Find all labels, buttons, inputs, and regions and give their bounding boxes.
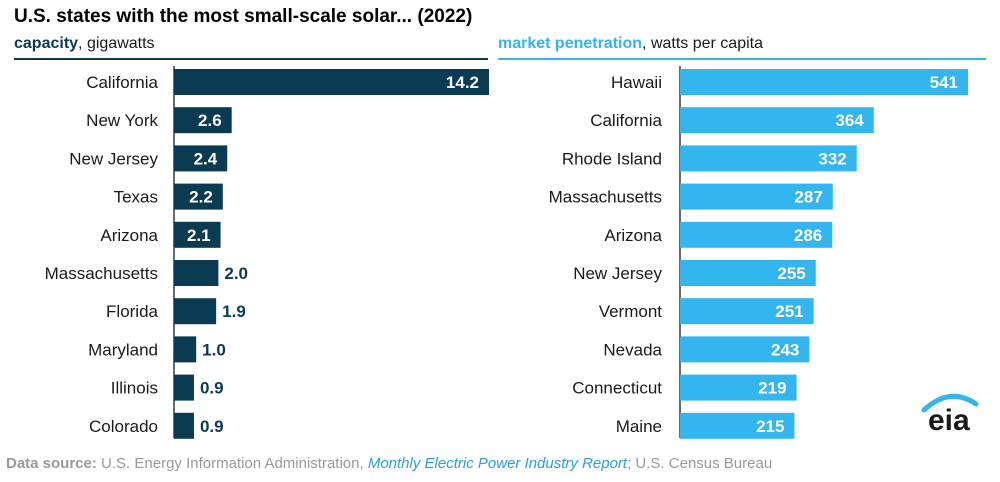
left-bar (174, 260, 219, 286)
right-bar (680, 221, 833, 248)
right-category-label: Massachusetts (549, 188, 662, 207)
left-value-label: 2.1 (187, 226, 211, 245)
left-value-label: 2.0 (224, 264, 248, 283)
data-source-report: Monthly Electric Power Industry Report (367, 455, 628, 472)
right-value-label: 541 (930, 73, 958, 92)
left-panel-header: capacity, gigawatts (14, 35, 155, 53)
right-bar (680, 336, 810, 363)
left-category-label: Texas (114, 188, 158, 207)
right-bar (680, 145, 857, 172)
bar-charts: California 14.2 New York 2.6 New Jersey 2.4 Te… (45, 66, 968, 439)
eia-logo-text: eia (928, 404, 970, 437)
right-bar (680, 298, 814, 325)
right-category-label: Connecticut (572, 379, 662, 398)
right-bar (680, 374, 797, 401)
left-bar (174, 183, 223, 210)
left-value-label: 2.6 (198, 111, 222, 130)
right-value-label: 287 (794, 188, 822, 207)
data-source-text-2: ; U.S. Census Bureau (627, 455, 773, 472)
left-category-label: California (86, 73, 158, 92)
left-value-label: 2.4 (194, 149, 218, 168)
left-value-label: 0.9 (200, 379, 224, 398)
left-bar (174, 221, 221, 248)
right-value-label: 286 (794, 226, 822, 245)
right-panel-rule (498, 58, 986, 60)
right-value-label: 243 (771, 340, 799, 359)
right-category-label: New Jersey (573, 264, 662, 283)
left-category-label: Arizona (100, 226, 158, 245)
right-bar (680, 69, 968, 95)
left-value-label: 0.9 (200, 417, 224, 436)
eia-logo-arc-icon (921, 393, 979, 413)
right-category-label: Vermont (599, 302, 663, 321)
right-category-label: Nevada (603, 340, 662, 359)
left-value-label: 14.2 (446, 73, 479, 92)
data-source-text-1: U.S. Energy Information Administration, (96, 455, 368, 472)
right-category-label: Maine (616, 417, 662, 436)
left-panel-rule (14, 58, 488, 60)
right-bar (680, 260, 816, 286)
right-panel-header: market penetration, watts per capita (498, 35, 763, 53)
data-source-label: Data source: (6, 455, 97, 472)
left-bar (174, 298, 217, 325)
left-bar (174, 412, 194, 439)
right-category-label: Rhode Island (562, 149, 662, 168)
right-category-label: Arizona (604, 226, 662, 245)
right-bar (680, 183, 833, 210)
left-bar (174, 69, 489, 95)
left-category-label: Maryland (88, 340, 158, 359)
data-source: Data source: U.S. Energy Information Adm… (6, 455, 772, 472)
left-bar (174, 336, 197, 363)
right-value-label: 215 (756, 417, 784, 436)
left-category-label: New York (86, 111, 158, 130)
left-value-label: 2.2 (189, 188, 213, 207)
left-bar (174, 107, 232, 134)
left-category-label: Massachusetts (45, 264, 158, 283)
right-value-label: 332 (818, 149, 846, 168)
left-panel-header-rest: , gigawatts (78, 35, 155, 52)
left-value-label: 1.0 (202, 340, 226, 359)
right-value-label: 251 (775, 302, 803, 321)
left-category-label: Illinois (111, 379, 158, 398)
right-bar (680, 107, 874, 134)
right-panel-header-rest: , watts per capita (642, 35, 763, 52)
chart-title: U.S. states with the most small-scale so… (14, 6, 473, 27)
right-panel-header-strong: market penetration (498, 35, 643, 52)
right-category-label: Hawaii (611, 73, 662, 92)
right-bar (680, 412, 795, 439)
left-bar (174, 145, 228, 172)
left-category-label: Colorado (89, 417, 158, 436)
left-category-label: New Jersey (69, 149, 158, 168)
right-value-label: 364 (835, 111, 864, 130)
left-panel-header-strong: capacity (14, 35, 79, 52)
left-bar (174, 374, 194, 401)
eia-logo: eia (914, 390, 986, 446)
right-value-label: 219 (758, 379, 786, 398)
left-value-label: 1.9 (222, 302, 246, 321)
right-value-label: 255 (777, 264, 805, 283)
right-category-label: California (590, 111, 662, 130)
left-category-label: Florida (106, 302, 159, 321)
